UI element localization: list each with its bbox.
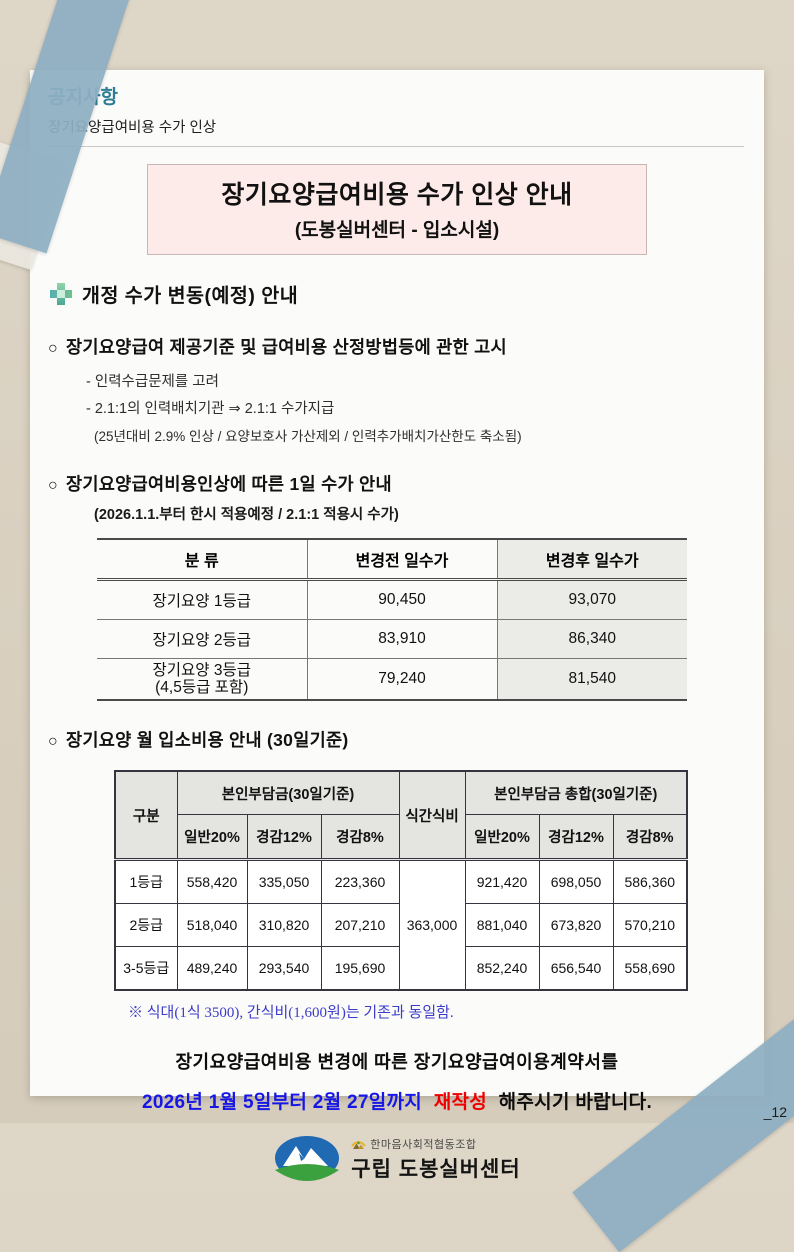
page-number: _12 [763, 1104, 787, 1120]
bullet-notice-title: ○ 장기요양급여 제공기준 및 급여비용 산정방법등에 관한 고시 [48, 334, 764, 359]
value-cell: 586,360 [612, 858, 688, 904]
table-row: 장기요양 2등급 83,910 86,340 [97, 619, 687, 659]
table-header-row: 분 류 변경전 일수가 변경후 일수가 [97, 539, 687, 581]
column-header: 일반20% [176, 814, 248, 860]
value-cell: 570,210 [612, 903, 688, 947]
grade-line1: 장기요양 3등급 [152, 662, 252, 679]
value-cell: 881,040 [464, 903, 540, 947]
value-cell: 673,820 [538, 903, 614, 947]
grade-cell: 장기요양 2등급 [97, 619, 307, 659]
after-cell: 93,070 [496, 579, 687, 620]
bullet2-subtitle: (2026.1.1.부터 한시 적용예정 / 2.1:1 적용시 수가) [94, 507, 399, 523]
bullet-monthly-cost-title: ○ 장기요양 월 입소비용 안내 (30일기준) [48, 727, 764, 752]
column-group-self-pay: 본인부담금(30일기준) [176, 770, 400, 815]
title-box: 장기요양급여비용 수가 인상 안내 (도봉실버센터 - 입소시설) [147, 164, 647, 255]
footer-logo-text: 한마음사회적협동조합 구립 도봉실버센터 [351, 1136, 520, 1183]
table-row: 1등급 558,420 335,050 223,360 363,000 921,… [114, 858, 688, 991]
notice-category-label: 공지사항 [48, 82, 744, 109]
column-header: 변경후 일수가 [496, 539, 687, 581]
value-cell: 489,240 [176, 946, 248, 991]
column-header: 경감8% [320, 814, 400, 860]
value-cell: 207,210 [320, 903, 400, 947]
before-cell: 79,240 [306, 658, 497, 700]
list-item: - 인력수급문제를 고려 [86, 374, 219, 390]
column-header: 변경전 일수가 [306, 539, 497, 581]
section-heading: 개정 수가 변동(예정) 안내 [50, 279, 764, 308]
bullet1-note: (25년대비 2.9% 인상 / 요양보호사 가산제외 / 인력추가배치가산한도… [94, 429, 522, 444]
closing-line1: 장기요양급여비용 변경에 따른 장기요양급여이용계약서를 [175, 1052, 619, 1072]
value-cell: 852,240 [464, 946, 540, 991]
value-cell: 518,040 [176, 903, 248, 947]
bullet-daily-rate-title: ○ 장기요양급여비용인상에 따른 1일 수가 안내 [48, 471, 764, 496]
table-row: 2등급 518,040 310,820 207,210 881,040 673,… [114, 903, 688, 947]
value-cell: 558,420 [176, 858, 248, 904]
column-header-meal: 식간식비 [398, 770, 466, 860]
notice-page: 공지사항 장기요양급여비용 수가 인상 장기요양급여비용 수가 인상 안내 (도… [30, 70, 764, 1181]
closing-statement: 장기요양급여비용 변경에 따른 장기요양급여이용계약서를 2026년 1월 5일… [30, 1048, 764, 1114]
grade-cell: 2등급 [114, 903, 178, 947]
column-header: 일반20% [464, 814, 540, 860]
value-cell: 223,360 [320, 858, 400, 904]
coop-name: 한마음사회적협동조합 [370, 1138, 477, 1151]
monthly-cost-table: 구분 본인부담금(30일기준) 식간식비 본인부담금 총합(30일기준) 일반2… [114, 770, 688, 991]
bullet3-title: 장기요양 월 입소비용 안내 (30일기준) [65, 730, 349, 750]
document-title: 장기요양급여비용 수가 인상 안내 [221, 181, 573, 209]
closing-line2: 2026년 1월 5일부터 2월 27일까지 재작성 해주시기 바랍니다. [30, 1087, 764, 1114]
column-header: 분 류 [97, 539, 307, 581]
value-cell: 195,690 [320, 946, 400, 991]
column-header: 경감8% [612, 814, 688, 860]
grade-cell: 장기요양 3등급 (4,5등급 포함) [97, 658, 307, 700]
header-divider [48, 146, 744, 147]
column-group-total: 본인부담금 총합(30일기준) [464, 770, 688, 815]
table-row: 3-5등급 489,240 293,540 195,690 852,240 65… [114, 946, 688, 991]
value-cell: 921,420 [464, 858, 540, 904]
after-cell: 81,540 [496, 658, 687, 700]
value-cell: 310,820 [246, 903, 322, 947]
value-cell: 656,540 [538, 946, 614, 991]
after-cell: 86,340 [496, 619, 687, 659]
coop-line: 한마음사회적협동조합 [351, 1136, 520, 1152]
column-header: 경감12% [538, 814, 614, 860]
section-heading-label: 개정 수가 변동(예정) 안내 [82, 285, 299, 307]
before-cell: 90,450 [306, 579, 497, 620]
table-header-row: 구분 본인부담금(30일기준) 식간식비 본인부담금 총합(30일기준) [114, 770, 688, 860]
value-cell: 293,540 [246, 946, 322, 991]
bullet1-items: - 인력수급문제를 고려 - 2.1:1의 인력배치기관 ⇒ 2.1:1 수가지… [86, 369, 764, 423]
silver-center-logo-icon [275, 1136, 340, 1181]
value-cell: 558,690 [612, 946, 688, 991]
table-row: 장기요양 3등급 (4,5등급 포함) 79,240 81,540 [97, 658, 687, 700]
meal-cost-cell: 363,000 [398, 858, 466, 991]
grade-cell: 장기요양 1등급 [152, 593, 252, 610]
center-name: 구립 도봉실버센터 [351, 1157, 521, 1181]
grade-line2: (4,5등급 포함) [155, 679, 249, 696]
bullet2-title: 장기요양급여비용인상에 따른 1일 수가 안내 [65, 474, 392, 494]
value-cell: 698,050 [538, 858, 614, 904]
list-item: - 2.1:1의 인력배치기관 ⇒ 2.1:1 수가지급 [86, 401, 335, 417]
page-header: 공지사항 장기요양급여비용 수가 인상 [30, 70, 764, 147]
closing-date-range: 2026년 1월 5일부터 2월 27일까지 [141, 1092, 423, 1113]
grade-cell: 3-5등급 [114, 946, 178, 991]
value-cell: 335,050 [246, 858, 322, 904]
before-cell: 83,910 [306, 619, 497, 659]
document-subtitle: (도봉실버센터 - 입소시설) [294, 220, 500, 241]
circle-bullet-icon: ○ [48, 340, 58, 357]
column-header: 경감12% [246, 814, 322, 860]
notice-subtitle: 장기요양급여비용 수가 인상 [48, 120, 217, 136]
table-footnote: ※ 식대(1식 3500), 간식비(1,600원)는 기존과 동일함. [128, 1005, 454, 1021]
circle-bullet-icon: ○ [48, 477, 58, 494]
closing-rewrite-word: 재작성 [433, 1092, 488, 1113]
grade-cell: 1등급 [114, 858, 178, 904]
circle-bullet-icon: ○ [48, 733, 58, 750]
table-row: 장기요양 1등급 90,450 93,070 [97, 579, 687, 620]
closing-tail: 해주시기 바랍니다. [498, 1092, 653, 1113]
plus-icon [50, 282, 72, 305]
column-header-gubun: 구분 [114, 770, 178, 860]
table-subheader-row: 일반20% 경감12% 경감8% 일반20% 경감12% 경감8% [115, 814, 688, 860]
bullet1-title: 장기요양급여 제공기준 및 급여비용 산정방법등에 관한 고시 [65, 337, 507, 357]
coop-icon [351, 1140, 367, 1149]
daily-rate-table: 분 류 변경전 일수가 변경후 일수가 장기요양 1등급 90,450 93,0… [97, 538, 687, 701]
